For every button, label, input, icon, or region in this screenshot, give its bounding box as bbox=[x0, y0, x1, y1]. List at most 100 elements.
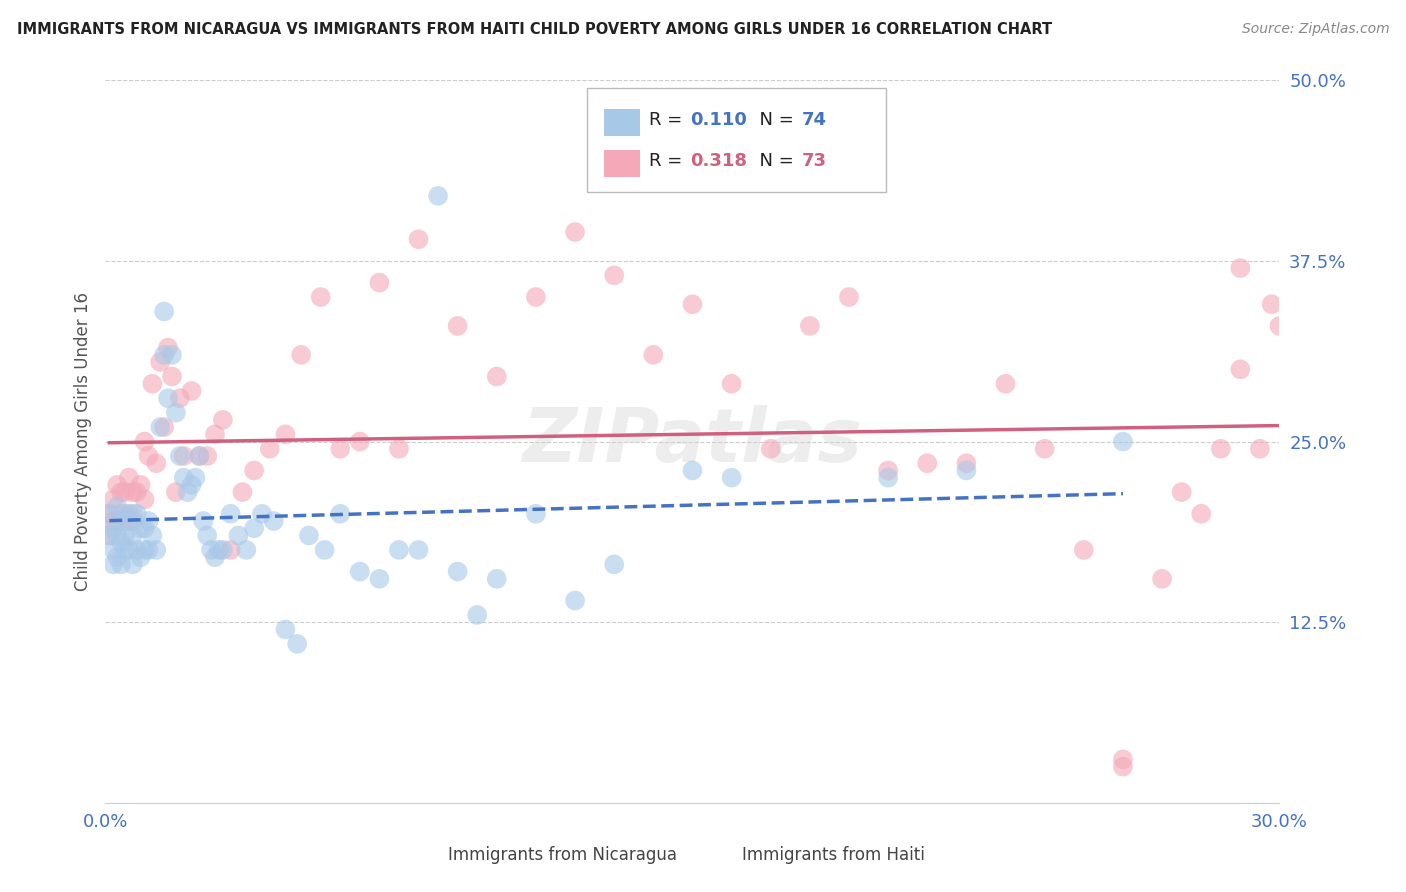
Point bbox=[157, 341, 180, 355]
Point bbox=[145, 542, 167, 557]
Point bbox=[138, 514, 160, 528]
Point bbox=[188, 449, 211, 463]
Point bbox=[180, 478, 202, 492]
Point bbox=[125, 485, 148, 500]
Point bbox=[169, 391, 191, 405]
Y-axis label: Child Poverty Among Girls Under 16: Child Poverty Among Girls Under 16 bbox=[73, 292, 91, 591]
Point bbox=[1229, 362, 1251, 376]
FancyBboxPatch shape bbox=[413, 847, 439, 868]
Point bbox=[188, 449, 211, 463]
Point bbox=[682, 463, 704, 477]
Point bbox=[173, 449, 195, 463]
Point bbox=[160, 369, 183, 384]
Point bbox=[1112, 752, 1135, 766]
Point bbox=[105, 478, 128, 492]
Point bbox=[208, 542, 231, 557]
Point bbox=[98, 528, 121, 542]
Point bbox=[105, 528, 128, 542]
Text: 73: 73 bbox=[801, 153, 827, 170]
Point bbox=[141, 528, 163, 542]
Point bbox=[1112, 760, 1135, 774]
Text: Source: ZipAtlas.com: Source: ZipAtlas.com bbox=[1241, 22, 1389, 37]
Point bbox=[121, 514, 143, 528]
Point bbox=[1229, 261, 1251, 276]
Point bbox=[125, 507, 148, 521]
Point bbox=[720, 376, 742, 391]
Point bbox=[643, 348, 665, 362]
Point bbox=[103, 514, 125, 528]
Point bbox=[877, 470, 900, 484]
Point bbox=[228, 528, 250, 542]
Point bbox=[110, 507, 132, 521]
Point bbox=[1112, 434, 1135, 449]
Point bbox=[118, 514, 141, 528]
Point bbox=[149, 355, 172, 369]
Point bbox=[465, 607, 488, 622]
Point bbox=[129, 550, 152, 565]
Point bbox=[105, 550, 128, 565]
Point bbox=[153, 420, 176, 434]
Text: N =: N = bbox=[748, 112, 799, 129]
Text: IMMIGRANTS FROM NICARAGUA VS IMMIGRANTS FROM HAITI CHILD POVERTY AMONG GIRLS UND: IMMIGRANTS FROM NICARAGUA VS IMMIGRANTS … bbox=[17, 22, 1052, 37]
Point bbox=[1249, 442, 1271, 456]
Point bbox=[134, 521, 156, 535]
Point bbox=[149, 420, 172, 434]
Point bbox=[125, 542, 148, 557]
Point bbox=[427, 189, 450, 203]
Point bbox=[485, 369, 508, 384]
Text: 0.110: 0.110 bbox=[690, 112, 747, 129]
Point bbox=[169, 449, 191, 463]
Point bbox=[118, 542, 141, 557]
Point bbox=[955, 456, 977, 470]
Point bbox=[165, 485, 187, 500]
Point bbox=[349, 434, 371, 449]
Text: N =: N = bbox=[748, 153, 799, 170]
Point bbox=[121, 507, 143, 521]
FancyBboxPatch shape bbox=[605, 150, 640, 178]
Point bbox=[290, 348, 312, 362]
Text: R =: R = bbox=[650, 112, 688, 129]
Point bbox=[121, 485, 143, 500]
Point bbox=[110, 514, 132, 528]
Point bbox=[231, 485, 253, 500]
Point bbox=[368, 572, 391, 586]
Point bbox=[114, 528, 136, 542]
Point bbox=[314, 542, 336, 557]
Point bbox=[243, 463, 266, 477]
Text: Immigrants from Haiti: Immigrants from Haiti bbox=[742, 846, 925, 863]
Point bbox=[524, 507, 547, 521]
Point bbox=[134, 434, 156, 449]
Point bbox=[309, 290, 332, 304]
Point bbox=[193, 514, 215, 528]
Point bbox=[103, 558, 125, 572]
Point bbox=[195, 449, 218, 463]
Point bbox=[603, 268, 626, 283]
Point bbox=[1260, 297, 1282, 311]
Point bbox=[1033, 442, 1056, 456]
Point bbox=[157, 391, 180, 405]
Point bbox=[110, 535, 132, 549]
Point bbox=[219, 507, 242, 521]
Point bbox=[298, 528, 321, 542]
Point bbox=[141, 376, 163, 391]
Point bbox=[138, 449, 160, 463]
Point bbox=[105, 514, 128, 528]
Point bbox=[349, 565, 371, 579]
Point bbox=[524, 290, 547, 304]
Point bbox=[200, 542, 222, 557]
Point bbox=[204, 427, 226, 442]
Point bbox=[263, 514, 285, 528]
Point bbox=[129, 521, 152, 535]
Text: Immigrants from Nicaragua: Immigrants from Nicaragua bbox=[449, 846, 678, 863]
Point bbox=[103, 542, 125, 557]
Point bbox=[103, 492, 125, 507]
Point bbox=[184, 470, 207, 484]
Point bbox=[153, 348, 176, 362]
Point bbox=[118, 507, 141, 521]
FancyBboxPatch shape bbox=[586, 87, 886, 193]
Point bbox=[759, 442, 782, 456]
Point bbox=[129, 478, 152, 492]
Point bbox=[259, 442, 281, 456]
Point bbox=[114, 485, 136, 500]
FancyBboxPatch shape bbox=[605, 109, 640, 136]
